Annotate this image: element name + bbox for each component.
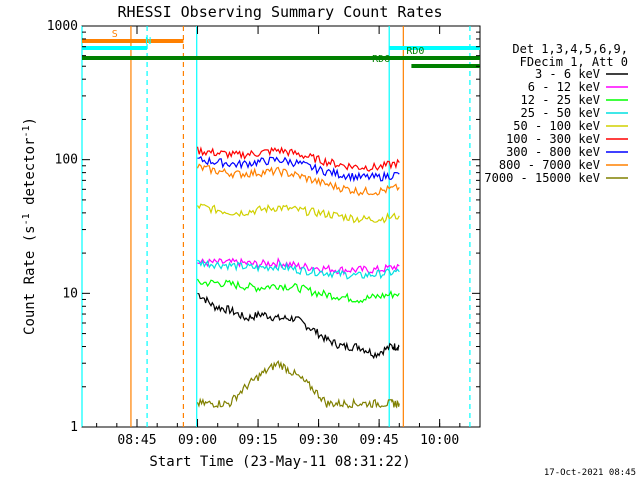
y-axis-label-start: Count Rate (s xyxy=(22,225,38,335)
y-tick-label-3: 1000 xyxy=(47,19,78,34)
legend-label-7: 800 - 7000 keV xyxy=(499,158,600,172)
y-axis-label-end: ) xyxy=(22,117,38,125)
series-line-2 xyxy=(196,278,400,304)
legend-label-5: 100 - 300 keV xyxy=(506,132,600,146)
legend-label-0: 3 - 6 keV xyxy=(535,67,600,81)
legend-label-3: 25 - 50 keV xyxy=(521,106,600,120)
legend-header-line-2: FDecim 1, Att 0 xyxy=(520,55,628,69)
legend-label-4: 50 - 100 keV xyxy=(513,119,600,133)
series-line-4 xyxy=(197,203,400,224)
y-tick-label-0: 1 xyxy=(70,420,78,435)
x-axis-label: Start Time (23-May-11 08:31:22) xyxy=(149,454,410,470)
y-tick-label-1: 10 xyxy=(62,286,78,301)
series-line-3 xyxy=(197,259,400,280)
x-tick-label-5: 10:00 xyxy=(420,433,459,448)
x-tick-label-3: 09:30 xyxy=(299,433,338,448)
series-line-7 xyxy=(196,163,400,197)
legend: Det 1,3,4,5,6,9, FDecim 1, Att 0 3 - 6 k… xyxy=(484,42,628,185)
flag-label-n-1: N xyxy=(145,36,151,47)
legend-label-2: 12 - 25 keV xyxy=(521,93,600,107)
y-axis-label-sup1: -1 xyxy=(21,213,32,225)
flag-bars: S N RD0 RD6 xyxy=(82,29,480,68)
series-lines xyxy=(196,146,400,409)
flag-label-s-0: S xyxy=(112,29,118,40)
legend-label-8: 7000 - 15000 keV xyxy=(484,171,600,185)
y-axis-label: Count Rate (s-1 detector-1) xyxy=(21,117,38,335)
axes: 08:45 09:00 09:15 09:30 09:45 10:00 1 10 100 1000 xyxy=(47,19,480,448)
vertical-markers xyxy=(81,26,471,427)
series-line-6 xyxy=(197,155,400,183)
flag-label-rd6-3: RD6 xyxy=(372,54,390,65)
y-axis-label-mid: detector xyxy=(22,138,38,214)
x-tick-label-2: 09:15 xyxy=(238,433,277,448)
series-line-8 xyxy=(196,359,400,409)
y-tick-label-2: 100 xyxy=(55,153,78,168)
x-tick-label-0: 08:45 xyxy=(117,433,156,448)
series-line-0 xyxy=(197,292,400,360)
x-tick-label-4: 09:45 xyxy=(360,433,399,448)
series-line-1 xyxy=(197,256,400,276)
flag-label-rd0-2: RD0 xyxy=(406,46,424,57)
x-tick-label-1: 09:00 xyxy=(178,433,217,448)
series-line-5 xyxy=(196,146,400,172)
legend-label-1: 6 - 12 keV xyxy=(528,80,600,94)
plot-frame xyxy=(81,25,481,428)
legend-header-line-1: Det 1,3,4,5,6,9, xyxy=(512,42,628,56)
chart-title: RHESSI Observing Summary Count Rates xyxy=(117,3,442,21)
footer-timestamp: 17-Oct-2021 08:45 xyxy=(544,468,636,478)
legend-label-6: 300 - 800 keV xyxy=(506,145,600,159)
y-axis-label-sup2: -1 xyxy=(21,125,32,137)
